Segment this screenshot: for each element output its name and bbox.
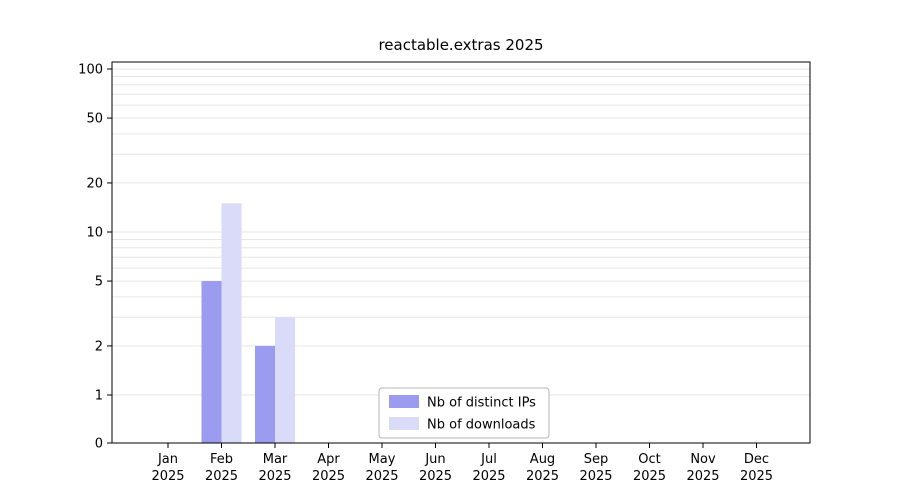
legend-box	[378, 387, 550, 439]
y-tick-label-20: 20	[86, 176, 103, 191]
x-tick-label-aug: Aug	[530, 452, 555, 467]
bar-feb-nb-of-downloads	[221, 203, 242, 443]
x-tick-year-sep: 2025	[579, 469, 612, 484]
y-tick-label-5: 5	[95, 275, 103, 290]
legend: Nb of distinct IPs Nb of downloads	[378, 387, 550, 439]
x-tick-label-jun: Jun	[424, 452, 445, 467]
x-tick-label-sep: Sep	[584, 452, 609, 467]
x-tick-year-jul: 2025	[472, 469, 505, 484]
y-tick-label-1: 1	[95, 389, 103, 404]
x-tick-year-feb: 2025	[205, 469, 238, 484]
legend-swatch-nb-of-downloads	[389, 417, 419, 430]
y-tick-label-10: 10	[86, 226, 103, 241]
y-tick-label-0: 0	[95, 437, 103, 452]
x-tick-label-nov: Nov	[690, 452, 716, 467]
legend-label-nb-of-downloads: Nb of downloads	[427, 418, 536, 433]
y-tick-label-100: 100	[78, 63, 103, 78]
bars-group	[201, 203, 295, 443]
x-tick-label-mar: Mar	[263, 452, 288, 467]
chart-title: reactable.extras 2025	[378, 36, 543, 54]
bar-mar-nb-of-downloads	[275, 317, 295, 443]
bar-feb-nb-of-distinct-ips	[201, 281, 222, 443]
legend-label-nb-of-distinct-ips: Nb of distinct IPs	[427, 396, 536, 411]
x-tick-label-feb: Feb	[210, 452, 233, 467]
x-tick-label-apr: Apr	[317, 452, 340, 467]
plot-frame	[111, 61, 811, 444]
x-tick-label-jan: Jan	[157, 452, 178, 467]
x-tick-year-jan: 2025	[151, 469, 184, 484]
x-tick-year-jun: 2025	[419, 469, 452, 484]
x-tick-year-aug: 2025	[526, 469, 559, 484]
x-tick-year-oct: 2025	[633, 469, 666, 484]
x-tick-year-mar: 2025	[258, 469, 291, 484]
x-tick-year-apr: 2025	[312, 469, 345, 484]
x-tick-year-may: 2025	[365, 469, 398, 484]
x-tick-year-nov: 2025	[686, 469, 719, 484]
x-tick-label-dec: Dec	[744, 452, 769, 467]
y-tick-label-50: 50	[86, 112, 103, 127]
bar-mar-nb-of-distinct-ips	[255, 345, 275, 443]
x-tick-label-may: May	[369, 452, 396, 467]
y-tick-label-2: 2	[95, 339, 103, 354]
x-tick-year-dec: 2025	[740, 469, 773, 484]
x-tick-label-oct: Oct	[638, 452, 660, 467]
axes-group: 0 1 2 5 10 20 50 100 Jan 2025 Feb 2025 Mar 2025 Apr 202…	[78, 61, 811, 484]
x-tick-label-jul: Jul	[480, 452, 497, 467]
legend-swatch-nb-of-distinct-ips	[389, 395, 419, 408]
